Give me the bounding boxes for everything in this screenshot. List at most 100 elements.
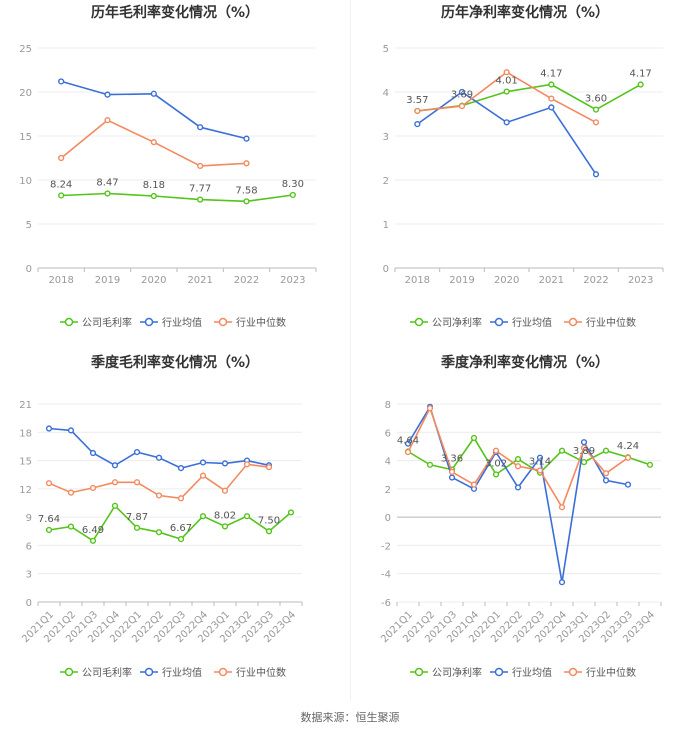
annual-net-title: 历年净利率变化情况（%） — [441, 4, 609, 21]
annual-net-y-tick-label: 2 — [383, 176, 389, 187]
annual-gross-margin-chart: 历年毛利率变化情况（%） 0 5 10 15 20 25 2018 2019 2020 2021 20… — [19, 4, 317, 329]
annual-net-point-1 — [637, 81, 644, 88]
quarterly-net-legend-label-2: 行业均值 — [512, 666, 552, 679]
annual-gross-x-tick-label: 2023 — [280, 275, 305, 286]
annual-gross-y-tick-label: 10 — [19, 176, 32, 187]
quarterly-net-point-1 — [580, 459, 588, 466]
quarterly-net-point-3 — [448, 468, 456, 475]
annual-gross-y-tick-label: 20 — [19, 88, 32, 99]
quarterly-gross-point-1 — [221, 523, 229, 530]
quarterly-gross-legend-label-1: 公司毛利率 — [82, 666, 132, 679]
quarterly-net-point-2 — [602, 477, 610, 484]
quarterly-gross-point-2 — [177, 465, 185, 472]
quarterly-net-series-line-2 — [407, 404, 629, 583]
annual-gross-data-label: 8.30 — [282, 179, 304, 190]
quarterly-net-legend-marker-1 — [414, 667, 424, 677]
quarterly-net-data-label: 4.24 — [617, 441, 639, 452]
quarterly-net-point-2 — [580, 439, 588, 446]
quarterly-net-point-3 — [514, 463, 522, 470]
annual-net-y-tick-label: 4 — [383, 88, 389, 99]
quarterly-gross-point-2 — [133, 448, 141, 456]
annual-net-legend-marker-2 — [494, 317, 504, 327]
quarterly-gross-point-2 — [67, 427, 75, 434]
quarterly-net-data-label: 3.14 — [529, 457, 551, 468]
annual-net-point-3 — [458, 102, 466, 110]
annual-net-margin-chart: 历年净利率变化情况（%） 0 1 2 3 4 5 2018 2019 2020 2021 2022 20… — [383, 4, 664, 329]
quarterly-net-y-tick-label: 4 — [385, 457, 391, 468]
quarterly-net-data-label: 4.64 — [397, 436, 419, 447]
quarterly-net-point-1 — [470, 434, 478, 442]
quarterly-net-point-1 — [514, 456, 522, 463]
annual-gross-data-label: 7.58 — [235, 185, 257, 196]
quarterly-net-data-label: 3.02 — [485, 458, 507, 469]
annual-net-point-2 — [458, 88, 466, 96]
annual-gross-x-tick-label: 2020 — [141, 275, 166, 286]
annual-gross-y-tick-label: 5 — [26, 220, 32, 231]
quarterly-gross-data-label: 8.02 — [214, 510, 236, 521]
quarterly-gross-point-3 — [243, 461, 251, 468]
annual-gross-title: 历年毛利率变化情况（%） — [91, 4, 259, 21]
quarterly-net-point-3 — [624, 454, 632, 461]
annual-net-point-3 — [414, 107, 421, 115]
quarterly-gross-point-3 — [221, 487, 229, 494]
quarterly-gross-point-1 — [243, 513, 251, 520]
quarterly-gross-point-1 — [177, 536, 185, 543]
quarterly-net-legend-label-1: 公司净利率 — [432, 666, 482, 679]
annual-net-point-2 — [503, 119, 510, 126]
quarterly-gross-point-3 — [155, 492, 163, 499]
annual-gross-series-line-1 — [61, 192, 293, 203]
annual-net-point-1 — [592, 106, 600, 113]
annual-gross-point-1 — [58, 192, 65, 199]
quarterly-gross-point-3 — [265, 464, 273, 471]
annual-net-legend-label-3: 行业中位数 — [586, 316, 636, 329]
annual-gross-data-label: 8.18 — [143, 180, 165, 191]
quarterly-gross-legend-marker-1 — [64, 667, 74, 677]
annual-gross-legend-label-2: 行业均值 — [162, 316, 202, 329]
quarterly-net-point-2 — [536, 454, 544, 461]
annual-net-data-label: 4.01 — [496, 76, 518, 87]
quarterly-gross-point-1 — [67, 523, 75, 530]
quarterly-net-series-line-1 — [407, 436, 651, 476]
quarterly-net-y-tick-label: -6 — [381, 598, 391, 609]
annual-gross-legend-marker-1 — [64, 317, 74, 327]
quarterly-gross-point-1 — [45, 526, 53, 534]
annual-net-point-2 — [414, 121, 421, 128]
annual-net-data-label: 4.17 — [540, 69, 562, 80]
quarterly-net-point-3 — [470, 481, 478, 488]
annual-gross-x-tick-label: 2018 — [48, 275, 73, 286]
quarterly-gross-y-tick-label: 21 — [19, 400, 32, 411]
quarterly-net-legend-marker-3 — [568, 667, 578, 677]
annual-gross-legend-marker-3 — [218, 317, 228, 327]
annual-gross-point-2 — [150, 90, 157, 97]
quarterly-gross-point-1 — [133, 524, 141, 531]
quarterly-gross-y-tick-label: 12 — [19, 485, 32, 496]
annual-net-point-2 — [548, 104, 555, 111]
annual-net-point-3 — [592, 119, 600, 126]
quarterly-net-point-3 — [602, 470, 610, 477]
annual-gross-point-3 — [104, 117, 111, 124]
quarterly-gross-margin-chart: 季度毛利率变化情况（%）0369121518212021Q12021Q22021… — [19, 354, 303, 679]
annual-net-point-1 — [503, 88, 510, 95]
annual-gross-point-2 — [104, 91, 111, 98]
quarterly-net-point-1 — [602, 447, 610, 454]
quarterly-gross-y-tick-label: 18 — [19, 428, 32, 439]
quarterly-gross-point-2 — [89, 449, 97, 457]
annual-net-data-label: 4.17 — [630, 69, 652, 80]
quarterly-net-data-label: 3.89 — [573, 446, 595, 457]
quarterly-gross-y-tick-label: 3 — [26, 570, 32, 581]
annual-net-legend-marker-3 — [568, 317, 578, 327]
quarterly-gross-data-label: 6.67 — [170, 523, 192, 534]
annual-gross-point-1 — [104, 190, 111, 197]
quarterly-net-point-3 — [558, 504, 566, 511]
quarterly-gross-point-2 — [155, 454, 163, 461]
quarterly-net-y-tick-label: -4 — [381, 570, 391, 581]
annual-net-point-3 — [548, 95, 555, 102]
annual-gross-point-1 — [197, 196, 204, 203]
quarterly-net-legend-label-3: 行业中位数 — [586, 666, 636, 679]
quarterly-net-point-2 — [558, 579, 566, 586]
annual-net-x-tick-label: 2021 — [539, 275, 564, 286]
quarterly-gross-point-3 — [89, 484, 97, 492]
quarterly-net-y-tick-label: 6 — [385, 428, 391, 439]
annual-gross-y-tick-label: 0 — [26, 264, 32, 275]
quarterly-net-y-tick-label: 8 — [385, 400, 391, 411]
